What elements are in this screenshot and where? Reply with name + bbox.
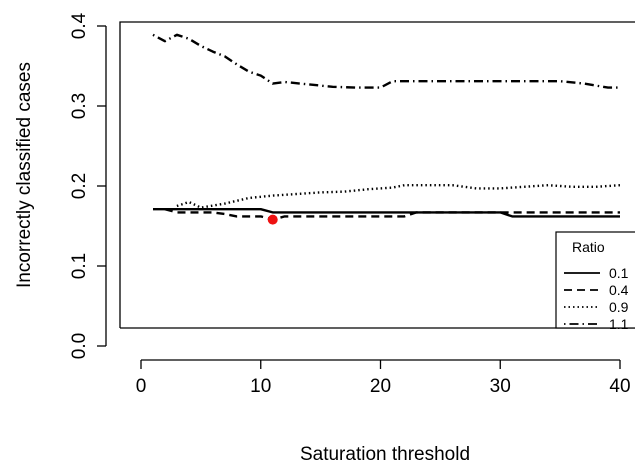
plot-frame <box>119 21 635 329</box>
series-line-0-1 <box>153 207 620 218</box>
legend-label-1-1: 1.1 <box>609 316 629 332</box>
legend-box <box>555 231 635 329</box>
legend-label-0-4: 0.4 <box>609 282 629 298</box>
y-tick-label: 0.0 <box>69 333 90 359</box>
x-tick-label: 40 <box>609 376 630 397</box>
legend-label-0-9: 0.9 <box>609 299 629 315</box>
x-tick-label: 10 <box>250 376 271 397</box>
series-line-1-1 <box>152 33 620 89</box>
series-line-0-9 <box>176 183 621 209</box>
highlight-point <box>267 214 278 225</box>
y-tick-label: 0.3 <box>69 93 90 119</box>
x-tick-label: 30 <box>490 376 511 397</box>
y-axis-title: Incorrectly classified cases <box>14 62 35 288</box>
series-group <box>152 33 621 221</box>
y-axis: 0.0 0.1 0.2 0.3 0.4 <box>69 12 107 359</box>
highlight-group <box>267 214 278 225</box>
legend-label-0-1: 0.1 <box>609 265 629 281</box>
plot-frame-border <box>119 21 635 328</box>
y-tick-label: 0.4 <box>69 12 90 39</box>
series-line-0-4 <box>164 208 620 221</box>
x-tick-label: 20 <box>370 376 391 397</box>
y-tick-label: 0.2 <box>69 173 90 199</box>
x-axis: 0 10 20 30 40 <box>136 359 631 397</box>
legend-title: Ratio <box>572 239 605 255</box>
y-tick-label: 0.1 <box>69 253 90 279</box>
x-axis-title: Saturation threshold <box>300 444 470 465</box>
x-tick-label: 0 <box>136 376 147 397</box>
